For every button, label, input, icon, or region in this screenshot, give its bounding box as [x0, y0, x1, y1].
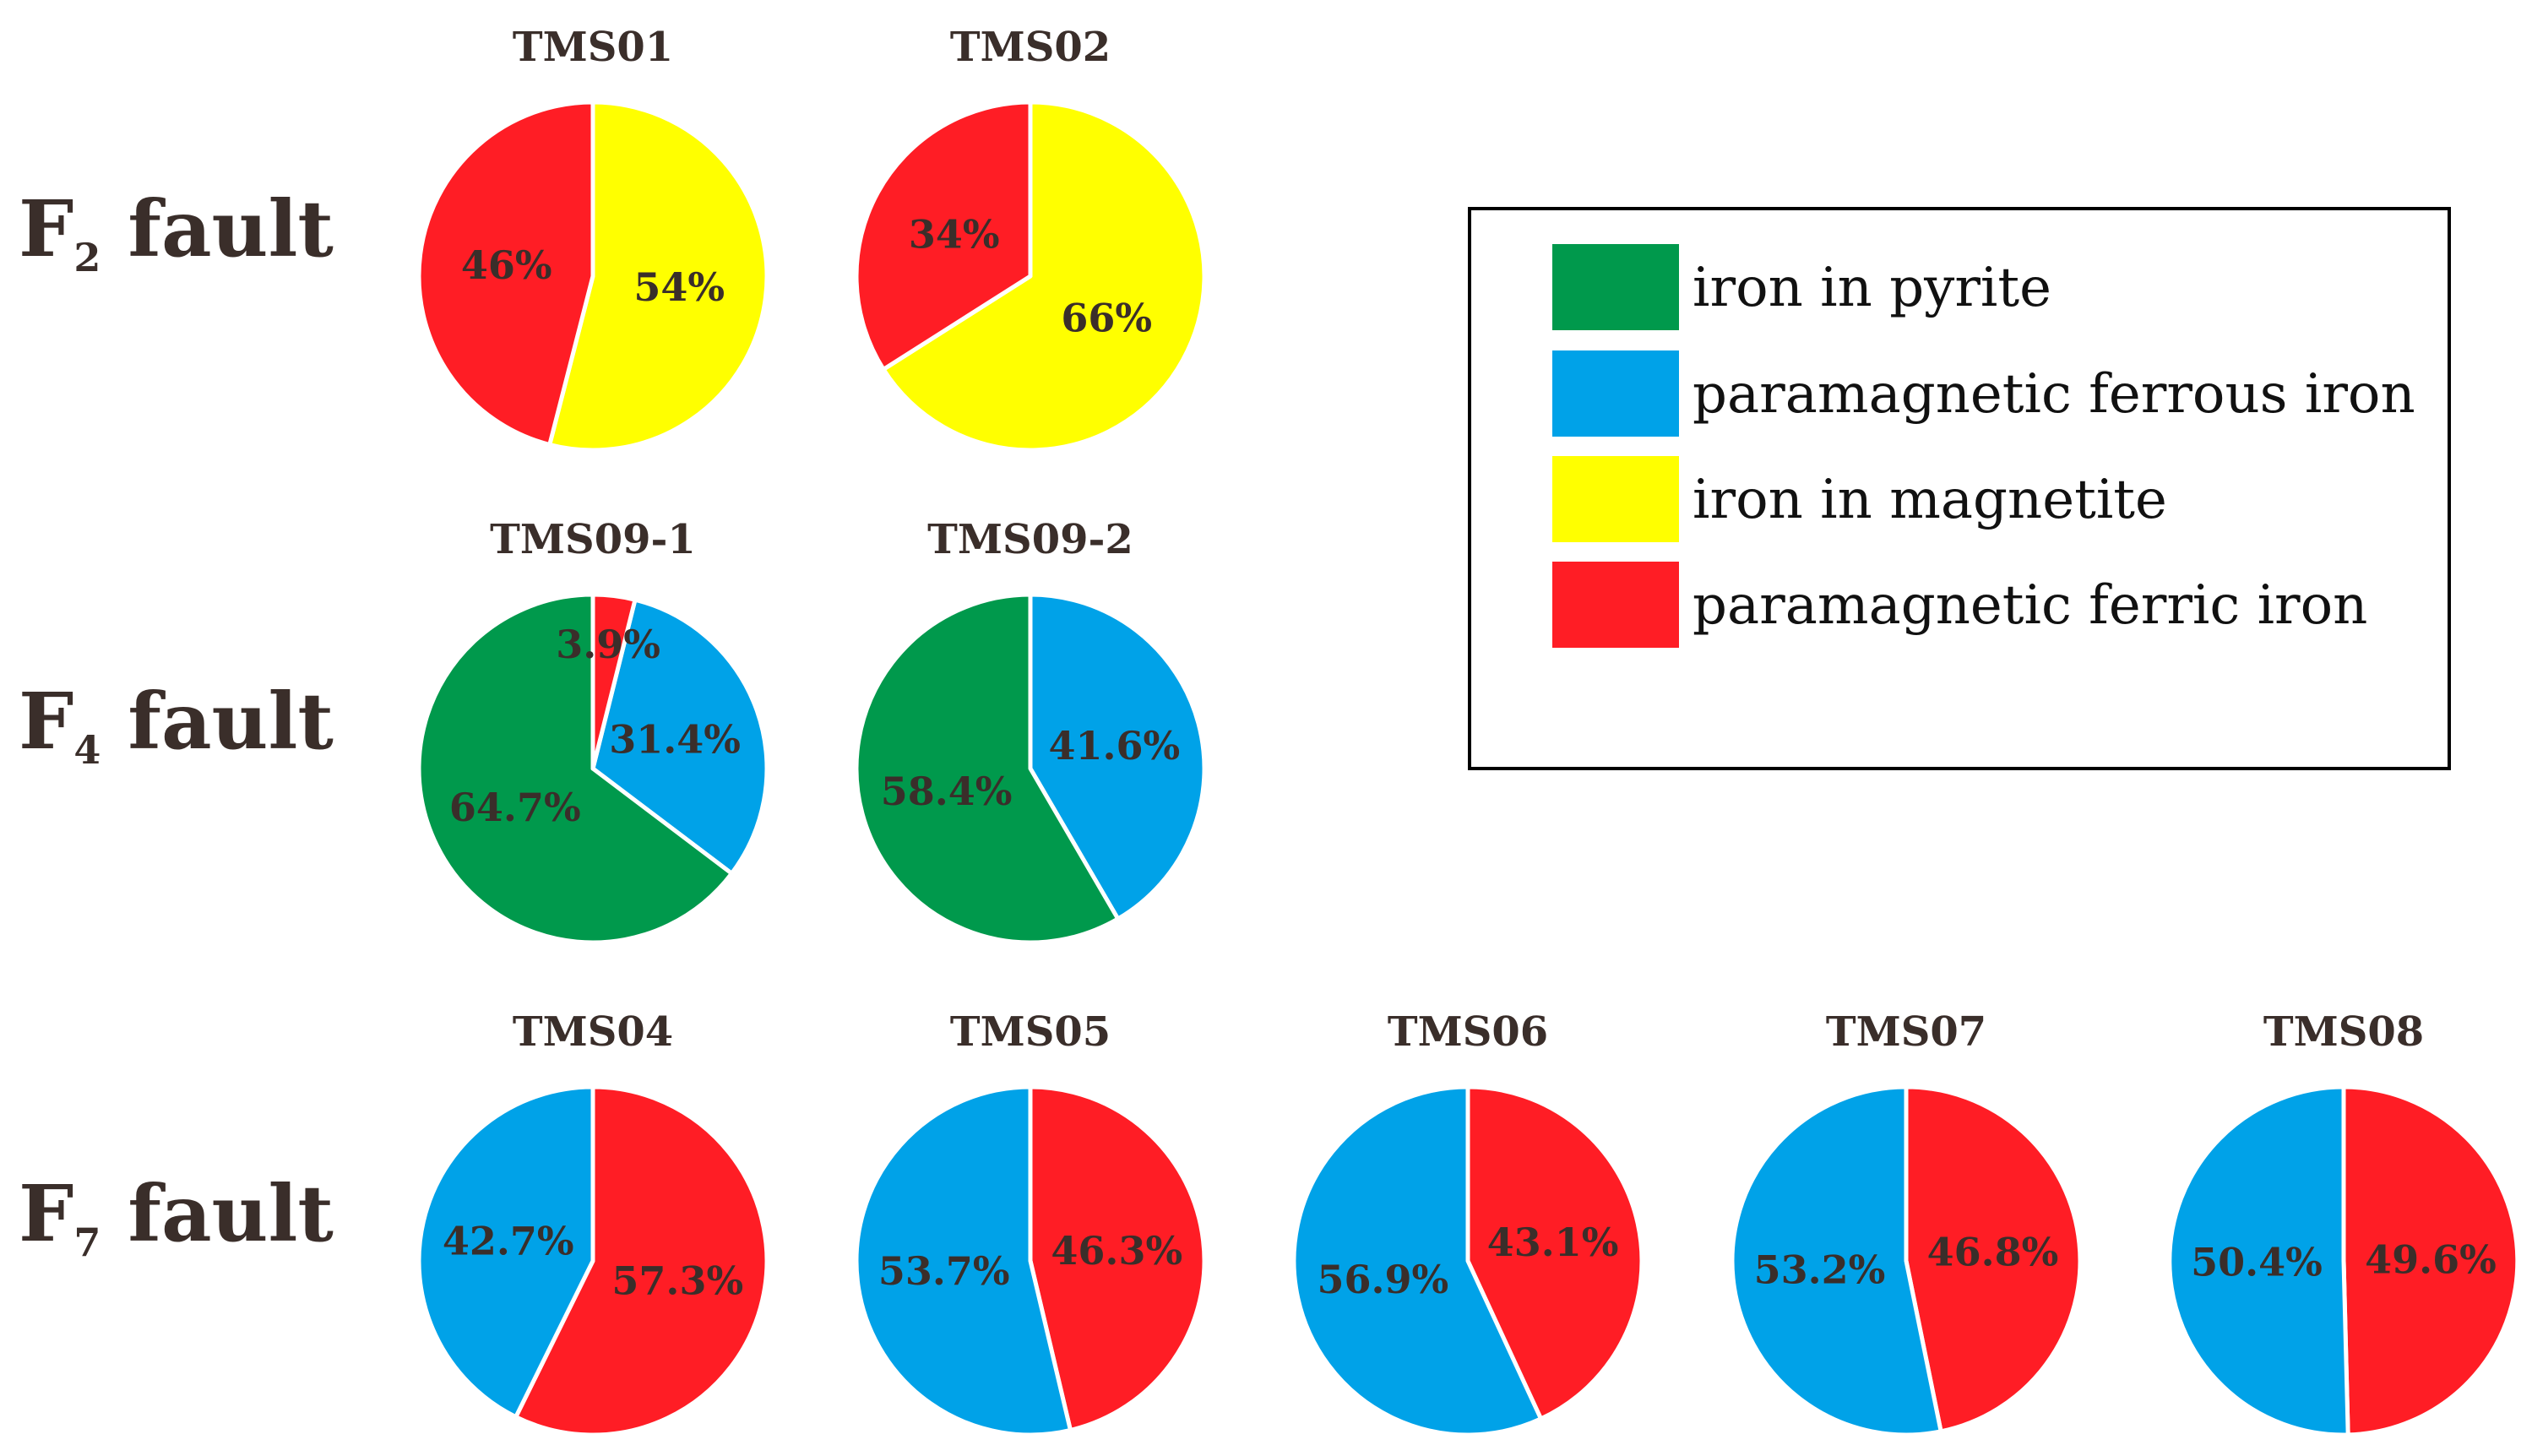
pie-chart: TMS05 46.3% 53.7% — [854, 1008, 1207, 1437]
pie-slice-paramagnetic-ferrous-iron — [416, 1084, 595, 1420]
pie-title: TMS09-1 — [490, 516, 696, 563]
legend-label: paramagnetic ferric iron — [1693, 574, 2367, 637]
pie-chart: TMS06 43.1% 56.9% — [1291, 1008, 1644, 1437]
pie-slice-label: 41.6% — [1049, 723, 1181, 769]
pie-title: TMS02 — [950, 24, 1111, 71]
pie-slice-paramagnetic-ferric-iron — [1028, 1084, 1207, 1432]
pie-chart: TMS09-2 41.6% 58.4% — [854, 516, 1207, 945]
pie-slice-label: 43.1% — [1487, 1220, 1619, 1265]
pie-chart: TMS07 46.8% 53.2% — [1730, 1008, 2083, 1437]
pie-slice-iron-in-magnetite — [881, 100, 1207, 453]
legend-label: iron in pyrite — [1693, 257, 2051, 319]
pie-title: TMS05 — [950, 1008, 1111, 1056]
pie-chart: TMS02 66% 34% — [854, 24, 1207, 453]
pie-title: TMS06 — [1388, 1008, 1548, 1056]
row-label-letter: F — [19, 676, 73, 767]
pie-slice-paramagnetic-ferric-iron — [513, 1084, 769, 1437]
pie-slice-label: 53.2% — [1754, 1247, 1886, 1292]
legend: iron in pyrite paramagnetic ferrous iron i… — [1468, 207, 2451, 770]
pie-title: TMS01 — [513, 24, 673, 71]
pie-slice-paramagnetic-ferric-iron — [2341, 1084, 2520, 1437]
pie-slice-label: 57.3% — [611, 1258, 743, 1303]
pie-slice-paramagnetic-ferrous-iron — [854, 1084, 1073, 1437]
pie-slice-label: 50.4% — [2191, 1239, 2323, 1285]
legend-swatch-iron-in-magnetite — [1552, 456, 1679, 542]
pie-slice-paramagnetic-ferric-iron — [1465, 1084, 1644, 1421]
legend-swatch-paramagnetic-ferric-iron — [1552, 562, 1679, 648]
pie-slice-label: 31.4% — [609, 717, 741, 763]
row-label-1: F4 fault — [19, 676, 334, 773]
pie-chart: TMS08 49.6% 50.4% — [2167, 1008, 2520, 1437]
pie-slice-label: 46.3% — [1051, 1228, 1182, 1274]
pie-slice-label: 58.4% — [881, 769, 1013, 814]
pie-slice-paramagnetic-ferric-iron — [1904, 1084, 2083, 1434]
legend-label: paramagnetic ferrous iron — [1693, 363, 2415, 426]
pie-slice-paramagnetic-ferric-iron — [854, 100, 1033, 372]
legend-swatch-paramagnetic-ferrous-iron — [1552, 350, 1679, 437]
legend-label: iron in magnetite — [1693, 469, 2167, 531]
pie-slice-paramagnetic-ferric-iron — [416, 100, 595, 448]
legend-swatch-iron-in-pyrite — [1552, 244, 1679, 330]
pie-slice-paramagnetic-ferric-iron — [590, 592, 638, 771]
pie-slice-label: 42.7% — [443, 1219, 574, 1264]
pie-slice-label: 53.7% — [878, 1248, 1010, 1294]
pie-title: TMS04 — [513, 1008, 673, 1056]
row-label-0: F2 fault — [19, 183, 334, 280]
row-label-subscript: 2 — [73, 235, 101, 280]
row-label-letter: F — [19, 1168, 73, 1259]
row-label-text: fault — [101, 1168, 334, 1259]
pie-slice-label: 64.7% — [449, 785, 581, 830]
pie-slice-paramagnetic-ferrous-iron — [1028, 592, 1207, 921]
row-label-subscript: 4 — [73, 727, 101, 773]
pie-title: TMS08 — [2263, 1008, 2424, 1056]
pie-slice-paramagnetic-ferrous-iron — [2167, 1084, 2350, 1437]
pie-slice-iron-in-magnetite — [547, 100, 769, 453]
row-label-text: fault — [101, 183, 334, 274]
pie-slice-label: 66% — [1061, 296, 1152, 341]
pie-slice-label: 49.6% — [2365, 1237, 2497, 1283]
pie-title: TMS09-2 — [927, 516, 1133, 563]
pie-slice-label: 3.9% — [556, 622, 660, 667]
pie-slice-paramagnetic-ferrous-iron — [590, 597, 769, 876]
pie-slice-paramagnetic-ferrous-iron — [1730, 1084, 1943, 1437]
pie-slice-label: 46% — [461, 242, 552, 288]
pie-title: TMS07 — [1826, 1008, 1986, 1056]
pie-slice-iron-in-pyrite — [854, 592, 1121, 945]
pie-chart: TMS04 57.3% 42.7% — [416, 1008, 769, 1437]
row-label-subscript: 7 — [73, 1220, 101, 1265]
row-label-text: fault — [101, 676, 334, 767]
pie-slice-label: 34% — [909, 211, 1000, 257]
pie-charts: TMS01 54% 46% TMS02 66% 34% TMS09-1 31.4% 64.7% 3… — [416, 24, 2520, 1437]
pie-chart: TMS09-1 31.4% 64.7% 3.9% — [416, 516, 769, 945]
pie-slice-label: 54% — [633, 264, 725, 310]
pie-slice-label: 46.8% — [1927, 1230, 2059, 1275]
pie-slice-paramagnetic-ferrous-iron — [1291, 1084, 1544, 1437]
pie-slice-label: 56.9% — [1318, 1257, 1449, 1302]
row-label-letter: F — [19, 183, 73, 274]
pie-chart: TMS01 54% 46% — [416, 24, 769, 453]
pie-slice-iron-in-pyrite — [416, 592, 734, 945]
row-label-2: F7 fault — [19, 1168, 334, 1265]
